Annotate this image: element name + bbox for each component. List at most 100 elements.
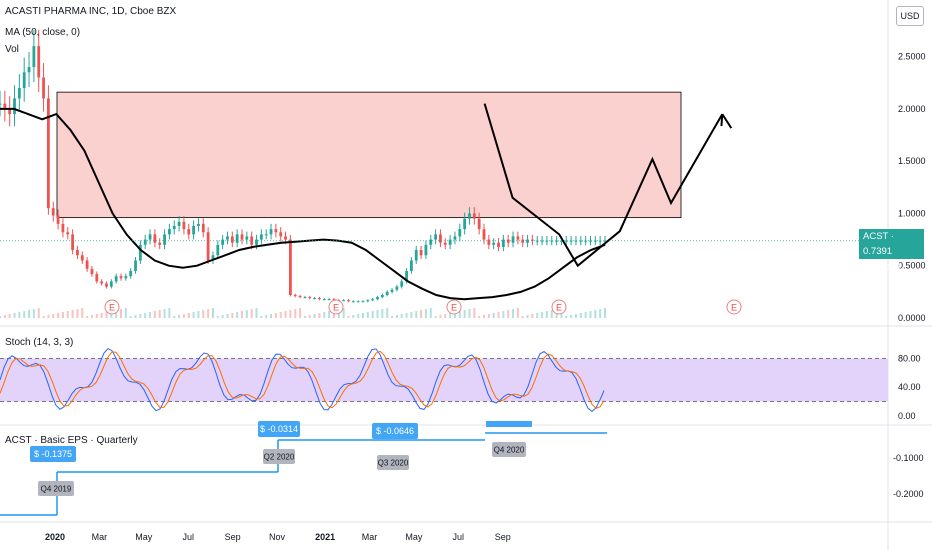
stoch-legend[interactable]: Stoch (14, 3, 3)	[5, 337, 74, 348]
stoch-tick-label: 0.00	[898, 411, 916, 421]
earnings-label: E	[109, 303, 115, 313]
volume-bar	[565, 316, 568, 318]
candle-body	[168, 229, 171, 235]
candle-body	[37, 46, 41, 78]
y-tick-label: 2.0000	[898, 104, 926, 114]
candle-body	[71, 234, 74, 251]
candle-body	[429, 239, 433, 245]
candle-body	[443, 242, 447, 245]
candle-body	[603, 240, 607, 242]
candle-body	[42, 77, 45, 99]
eps-value-box	[258, 421, 300, 437]
candle-body	[535, 240, 539, 242]
volume-bar	[52, 314, 55, 318]
candle-body	[511, 236, 515, 243]
candle-body	[439, 234, 442, 243]
volume-bar	[76, 309, 79, 318]
volume-bar	[86, 316, 89, 318]
volume-bar	[526, 315, 529, 318]
volume-bar	[536, 313, 539, 318]
stochastic-panel	[0, 347, 888, 413]
candle-body	[153, 234, 157, 243]
volume-bar	[202, 310, 205, 318]
candle-body	[303, 297, 307, 299]
candle-body	[555, 240, 558, 242]
volume-bar	[57, 313, 60, 318]
volume-bar	[71, 310, 74, 318]
volume-bar	[47, 315, 50, 318]
volume-bar	[599, 309, 602, 318]
volume-bar	[8, 314, 11, 318]
volume-bar	[42, 316, 45, 318]
volume-bar	[458, 311, 461, 318]
candle-body	[47, 98, 50, 209]
candle-body	[240, 234, 244, 240]
candle-body	[385, 291, 389, 295]
candle-body	[201, 223, 205, 233]
eps-panel: $ -0.1375 Q4 2019 $ -0.0314 Q2 2020 $ -0.064…	[0, 421, 607, 516]
volume-bar	[284, 311, 287, 318]
volume-bar	[381, 309, 384, 318]
candle-body	[366, 300, 370, 302]
volume-bar	[279, 312, 282, 318]
volume-bar	[512, 309, 515, 318]
candle-body	[293, 294, 297, 297]
volume-bar	[3, 315, 6, 318]
volume-bar	[483, 315, 485, 318]
volume-bar	[236, 312, 239, 318]
candle-body	[158, 242, 162, 245]
volume-bar	[400, 314, 403, 318]
candle-body	[589, 240, 592, 242]
volume-bar	[294, 309, 297, 318]
volume-bar	[574, 314, 577, 318]
candle-body	[279, 232, 283, 237]
y-tick-label: 2.5000	[898, 52, 926, 62]
volume-bar	[105, 312, 108, 318]
volume-bar	[328, 311, 331, 318]
eps-value-box	[372, 423, 418, 439]
candle-body	[27, 67, 31, 73]
eps-legend[interactable]: ACST · Basic EPS · Quarterly	[5, 435, 138, 446]
volume-legend[interactable]: Vol	[5, 44, 19, 55]
currency-button[interactable]: USD	[896, 6, 924, 26]
x-tick-label: 2021	[315, 532, 335, 542]
candle-body	[419, 250, 423, 256]
candle-body	[448, 239, 452, 245]
volume-bar	[260, 316, 263, 318]
candle-body	[564, 240, 568, 242]
volume-bar	[13, 313, 16, 318]
candle-body	[129, 270, 133, 277]
candle-body	[351, 301, 355, 303]
eps-quarter-label: Q3 2020	[378, 459, 409, 468]
candle-body	[32, 46, 36, 68]
symbol-legend[interactable]: ACASTI PHARMA INC, 1D, Cboe BZX	[5, 6, 177, 17]
earnings-label: E	[731, 303, 737, 313]
earnings-label: E	[556, 303, 562, 313]
volume-bar	[37, 308, 40, 318]
candle-body	[506, 239, 510, 243]
volume-bar	[439, 315, 442, 318]
volume-bar	[207, 309, 210, 318]
x-tick-label: Sep	[495, 532, 511, 542]
ma-legend[interactable]: MA (50, close, 0)	[5, 27, 81, 38]
candle-body	[172, 225, 176, 230]
volume-bar	[516, 308, 519, 318]
volume-bar	[115, 310, 118, 318]
candle-body	[274, 229, 278, 233]
resistance-zone	[56, 91, 682, 219]
candle-body	[579, 240, 583, 242]
volume-bar	[579, 313, 582, 318]
volume-bar	[129, 316, 132, 318]
candle-body	[390, 289, 394, 292]
candle-body	[395, 286, 399, 290]
volume-bar	[274, 313, 277, 318]
candle-body	[298, 296, 302, 298]
candle-body	[134, 260, 137, 271]
volume-bar	[61, 312, 64, 318]
candle-body	[424, 244, 428, 256]
candle-body	[342, 300, 346, 302]
volume-bar	[410, 312, 413, 318]
